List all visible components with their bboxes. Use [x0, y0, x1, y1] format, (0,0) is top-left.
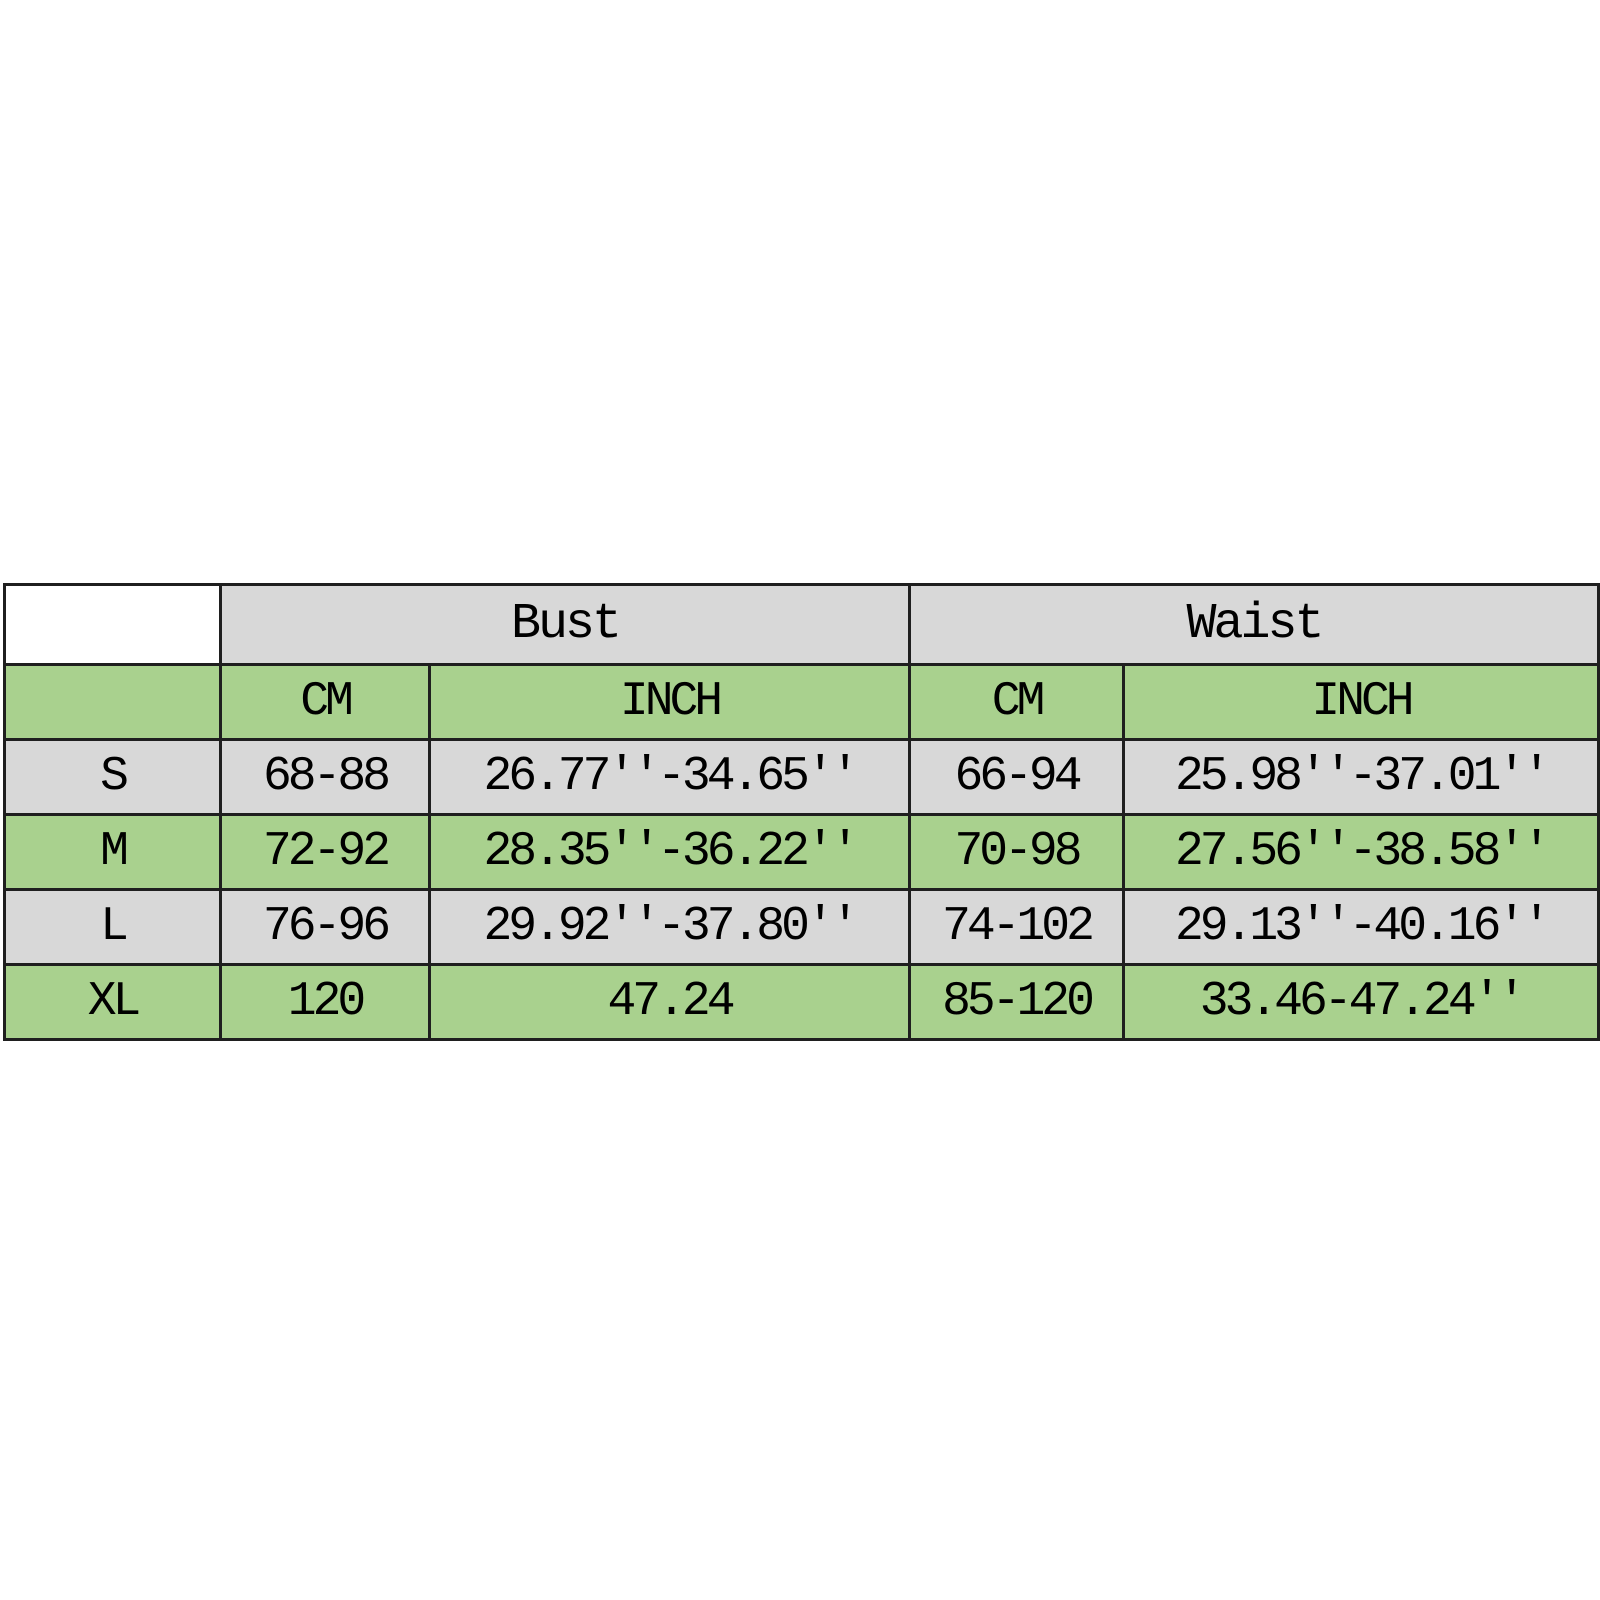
unit-header-bust-cm: CM: [219, 663, 431, 741]
unit-header-waist-inch: INCH: [1122, 663, 1600, 741]
unit-header-waist-cm: CM: [908, 663, 1125, 741]
table-row-size-m: M 72-92 28.35''-36.22'' 70-98 27.56''-38…: [3, 813, 1600, 891]
bust-inch-cell: 29.92''-37.80'': [428, 888, 911, 966]
waist-inch-cell: 29.13''-40.16'': [1122, 888, 1600, 966]
bust-cm-cell: 120: [219, 963, 431, 1041]
waist-inch-cell: 25.98''-37.01'': [1122, 738, 1600, 816]
group-header-waist: Waist: [908, 583, 1600, 666]
size-chart-table: Bust Waist CM INCH CM INCH S 68-88 26.77…: [3, 583, 1600, 1041]
size-cell: L: [3, 888, 222, 966]
group-header-bust: Bust: [219, 583, 911, 666]
unit-header-row: CM INCH CM INCH: [3, 663, 1600, 741]
bust-cm-cell: 76-96: [219, 888, 431, 966]
waist-cm-cell: 66-94: [908, 738, 1125, 816]
size-chart: Bust Waist CM INCH CM INCH S 68-88 26.77…: [3, 583, 1600, 1041]
bust-inch-cell: 26.77''-34.65'': [428, 738, 911, 816]
waist-inch-cell: 33.46-47.24'': [1122, 963, 1600, 1041]
size-column-header-blank: [3, 583, 222, 666]
table-row-size-l: L 76-96 29.92''-37.80'' 74-102 29.13''-4…: [3, 888, 1600, 966]
size-cell: M: [3, 813, 222, 891]
waist-inch-cell: 27.56''-38.58'': [1122, 813, 1600, 891]
size-cell: S: [3, 738, 222, 816]
unit-header-bust-inch: INCH: [428, 663, 911, 741]
bust-inch-cell: 28.35''-36.22'': [428, 813, 911, 891]
waist-cm-cell: 70-98: [908, 813, 1125, 891]
waist-cm-cell: 74-102: [908, 888, 1125, 966]
table-row-size-xl: XL 120 47.24 85-120 33.46-47.24'': [3, 963, 1600, 1041]
bust-cm-cell: 72-92: [219, 813, 431, 891]
group-header-row: Bust Waist: [3, 583, 1600, 666]
bust-cm-cell: 68-88: [219, 738, 431, 816]
unit-header-blank: [3, 663, 222, 741]
waist-cm-cell: 85-120: [908, 963, 1125, 1041]
size-cell: XL: [3, 963, 222, 1041]
bust-inch-cell: 47.24: [428, 963, 911, 1041]
table-row-size-s: S 68-88 26.77''-34.65'' 66-94 25.98''-37…: [3, 738, 1600, 816]
